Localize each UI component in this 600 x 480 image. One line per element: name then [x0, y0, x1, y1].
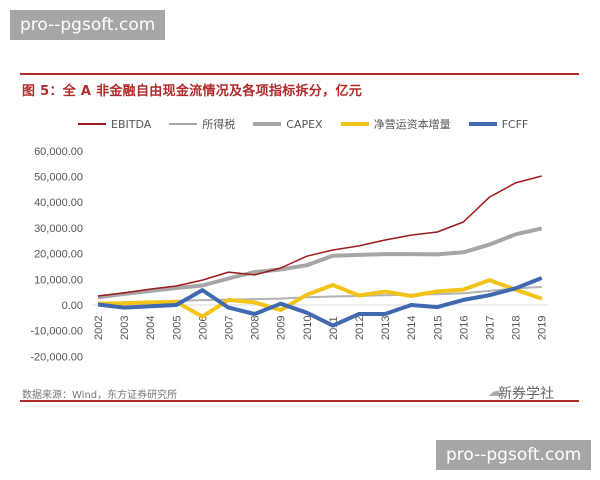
figure-title: 图 5：全 A 非金融自由现金流情况及各项指标拆分，亿元: [22, 84, 363, 99]
y-tick-label: 30,000.00: [34, 223, 83, 235]
legend-swatch: [78, 123, 106, 125]
y-tick-label: 60,000.00: [34, 146, 83, 158]
legend-label: 所得税: [202, 118, 236, 131]
x-tick-label: 2018: [511, 316, 523, 340]
x-tick-label: 2010: [302, 316, 314, 340]
title-rule-top: [20, 73, 579, 75]
x-tick-label: 2019: [537, 316, 549, 340]
legend-swatch: [340, 122, 369, 126]
legend-item: CAPEX: [253, 117, 323, 131]
x-tick-label: 2011: [328, 316, 340, 340]
footer-rule: [20, 400, 579, 402]
legend-item: 所得税: [169, 116, 235, 132]
y-tick-label: -20,000.00: [30, 351, 83, 363]
y-tick-label: 50,000.00: [34, 172, 83, 184]
legend-label: EBITDA: [111, 117, 152, 131]
x-tick-label: 2005: [171, 316, 183, 340]
legend-item: EBITDA: [78, 118, 151, 131]
x-tick-label: 2014: [406, 316, 418, 340]
series-line: [97, 286, 542, 304]
x-tick-label: 2012: [354, 316, 366, 340]
x-tick-label: 2015: [432, 316, 444, 340]
series-line: [97, 175, 542, 297]
x-tick-label: 2004: [145, 316, 157, 340]
y-tick-label: -10,000.00: [30, 326, 83, 338]
watermark-bottom: pro--pgsoft.com: [436, 440, 592, 470]
legend-label: CAPEX: [286, 117, 323, 131]
wechat-icon: ☁: [488, 384, 502, 400]
legend-label: 净营运资本增量: [373, 118, 451, 131]
y-tick-label: 20,000.00: [34, 249, 83, 261]
x-tick-label: 2007: [224, 316, 236, 340]
y-tick-label: 0.00: [62, 300, 83, 312]
chart-legend: EBITDA 所得税 CAPEX 净营运资本增量 FCFF: [78, 116, 546, 132]
x-tick-label: 2017: [485, 316, 497, 340]
x-tick-label: 2002: [93, 316, 105, 340]
legend-label: FCFF: [501, 117, 529, 131]
legend-swatch: [468, 122, 497, 126]
x-tick-label: 2006: [197, 316, 209, 340]
series-line: [97, 226, 543, 300]
x-tick-label: 2016: [458, 316, 470, 340]
x-tick-label: 2008: [250, 316, 262, 340]
series-line: [97, 276, 543, 328]
y-tick-label: 10,000.00: [34, 274, 83, 286]
legend-swatch: [253, 122, 282, 126]
x-tick-label: 2013: [380, 316, 392, 340]
legend-item: FCFF: [468, 117, 529, 131]
legend-swatch: [169, 123, 198, 125]
watermark-top: pro--pgsoft.com: [10, 10, 166, 40]
x-tick-label: 2009: [276, 316, 288, 340]
x-tick-label: 2003: [119, 316, 131, 340]
legend-item: 净营运资本增量: [340, 116, 451, 132]
brand-name: 新券学社: [498, 386, 554, 402]
series-line: [97, 278, 543, 319]
y-tick-label: 40,000.00: [34, 197, 83, 209]
data-source: 数据来源：Wind，东方证券研究所: [22, 390, 178, 401]
